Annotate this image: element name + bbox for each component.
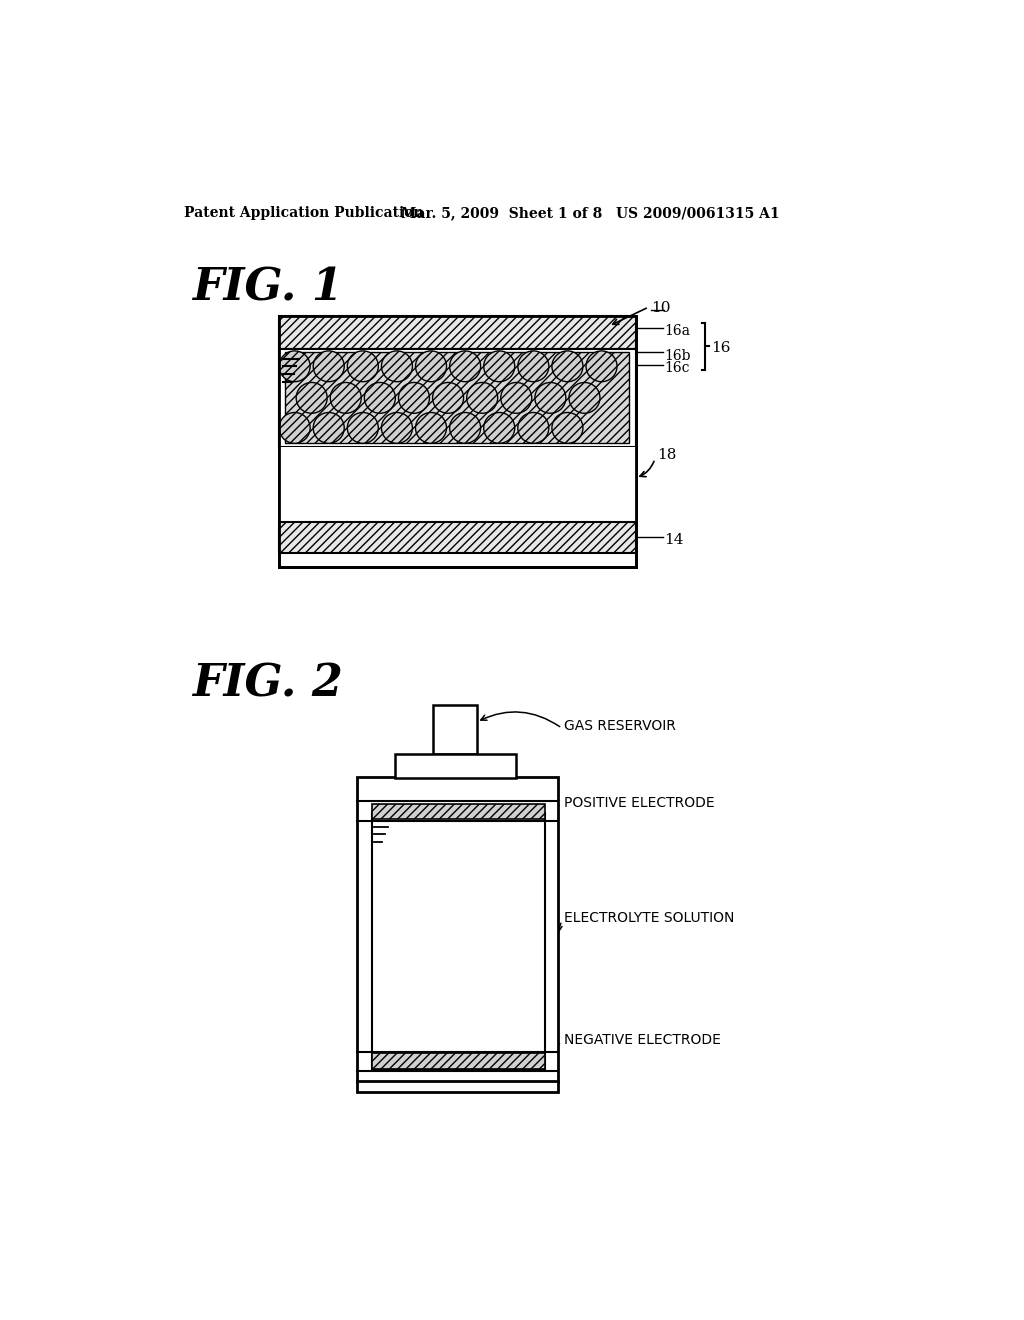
Text: 16c: 16c [665, 360, 690, 375]
Circle shape [280, 351, 310, 381]
Circle shape [552, 412, 583, 444]
Text: 16a: 16a [665, 323, 690, 338]
Circle shape [518, 351, 549, 381]
Circle shape [331, 383, 361, 413]
Circle shape [416, 351, 446, 381]
Text: GAS RESERVOIR: GAS RESERVOIR [564, 719, 676, 733]
Bar [372, 813, 545, 1069]
Bar [356, 776, 558, 1082]
Circle shape [381, 351, 413, 381]
Text: Patent Application Publication: Patent Application Publication [183, 206, 424, 220]
Circle shape [483, 412, 515, 444]
Circle shape [313, 351, 344, 381]
Circle shape [467, 383, 498, 413]
Circle shape [569, 383, 600, 413]
Circle shape [347, 412, 378, 444]
Text: 16: 16 [712, 341, 731, 355]
Text: 10: 10 [651, 301, 671, 315]
Text: 14: 14 [665, 533, 684, 548]
Circle shape [501, 383, 531, 413]
Text: NEGATIVE ELECTRODE: NEGATIVE ELECTRODE [564, 1034, 721, 1047]
Bar [286, 352, 630, 444]
Text: FIG. 2: FIG. 2 [191, 663, 342, 706]
Circle shape [586, 351, 617, 381]
Circle shape [381, 412, 413, 444]
Bar [372, 1053, 545, 1069]
Bar [280, 317, 636, 350]
Text: 18: 18 [657, 447, 677, 462]
Text: FIG. 1: FIG. 1 [191, 267, 342, 309]
Text: ELECTROLYTE SOLUTION: ELECTROLYTE SOLUTION [564, 911, 734, 925]
Bar [280, 317, 636, 566]
Circle shape [483, 351, 515, 381]
Bar [280, 447, 636, 521]
Bar [356, 1081, 558, 1093]
Bar [280, 521, 636, 553]
Circle shape [280, 412, 310, 444]
Text: US 2009/0061315 A1: US 2009/0061315 A1 [616, 206, 780, 220]
Circle shape [450, 412, 480, 444]
Circle shape [398, 383, 429, 413]
Circle shape [518, 412, 549, 444]
Bar [280, 317, 636, 566]
Text: 16b: 16b [665, 348, 691, 363]
Text: Mar. 5, 2009  Sheet 1 of 8: Mar. 5, 2009 Sheet 1 of 8 [400, 206, 602, 220]
Circle shape [552, 351, 583, 381]
Circle shape [313, 412, 344, 444]
Circle shape [535, 383, 566, 413]
Circle shape [432, 383, 464, 413]
Circle shape [296, 383, 328, 413]
Bar [395, 754, 515, 779]
Circle shape [450, 351, 480, 381]
Circle shape [416, 412, 446, 444]
Bar [280, 350, 636, 447]
Circle shape [347, 351, 378, 381]
Bar [372, 804, 545, 818]
Bar [432, 705, 477, 754]
Circle shape [365, 383, 395, 413]
Text: POSITIVE ELECTRODE: POSITIVE ELECTRODE [564, 796, 715, 810]
